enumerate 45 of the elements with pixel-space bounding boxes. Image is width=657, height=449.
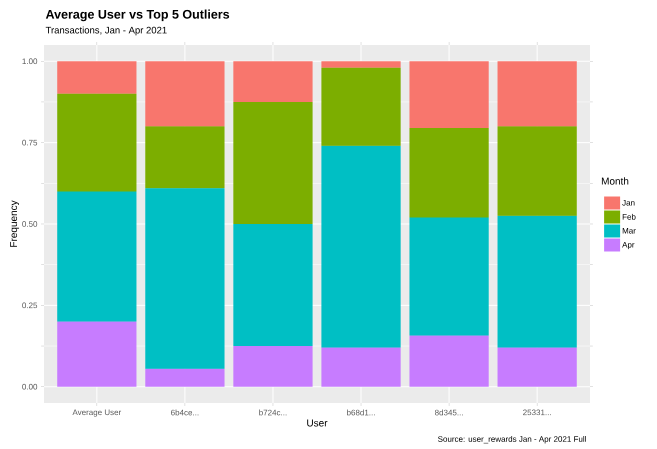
x-tick-label: 25331... — [523, 410, 551, 416]
y-tick-label: 0.00 — [22, 384, 38, 390]
bar — [233, 61, 313, 102]
bar — [57, 94, 136, 192]
bar — [321, 146, 401, 348]
bar — [57, 191, 136, 322]
bar — [409, 217, 489, 336]
bar — [498, 348, 577, 387]
bar — [233, 102, 313, 224]
bar — [498, 216, 577, 348]
y-tick-label: 1.00 — [22, 58, 38, 64]
y-axis-title: Frequency — [10, 200, 20, 247]
bar — [145, 126, 225, 188]
chart-subtitle: Transactions, Jan - Apr 2021 — [46, 26, 167, 36]
legend-label: Mar — [622, 228, 636, 234]
x-tick-label: b724c... — [259, 410, 286, 416]
bar — [498, 61, 577, 126]
legend-title: Month — [602, 177, 628, 185]
bar — [233, 346, 313, 387]
legend-label: Feb — [622, 214, 636, 220]
bar — [321, 68, 401, 146]
legend-label: Apr — [622, 242, 634, 250]
legend-label: Jan — [622, 200, 634, 206]
bar — [145, 188, 225, 369]
y-tick-label: 0.25 — [22, 302, 38, 308]
bar — [57, 322, 136, 387]
x-tick-label: b68d1... — [347, 410, 375, 416]
chart-title: Average User vs Top 5 Outliers — [46, 10, 230, 22]
bar — [57, 61, 136, 94]
source-note: Source: user_rewards Jan - Apr 2021 Full — [438, 436, 586, 444]
y-tick-label: 0.50 — [22, 221, 38, 227]
bar — [321, 61, 401, 68]
x-axis-title: User — [307, 420, 328, 427]
x-tick-label: 8d345... — [434, 410, 463, 416]
bar — [498, 126, 577, 216]
bar — [145, 368, 225, 387]
y-tick-label: 0.75 — [22, 140, 38, 146]
bar — [233, 224, 313, 346]
bar — [321, 348, 401, 387]
x-tick-label: Average User — [72, 410, 122, 417]
bar — [409, 336, 489, 387]
bar — [409, 128, 489, 218]
bar — [145, 61, 225, 126]
x-tick-label: 6b4ce... — [171, 410, 198, 416]
bar — [409, 61, 489, 128]
